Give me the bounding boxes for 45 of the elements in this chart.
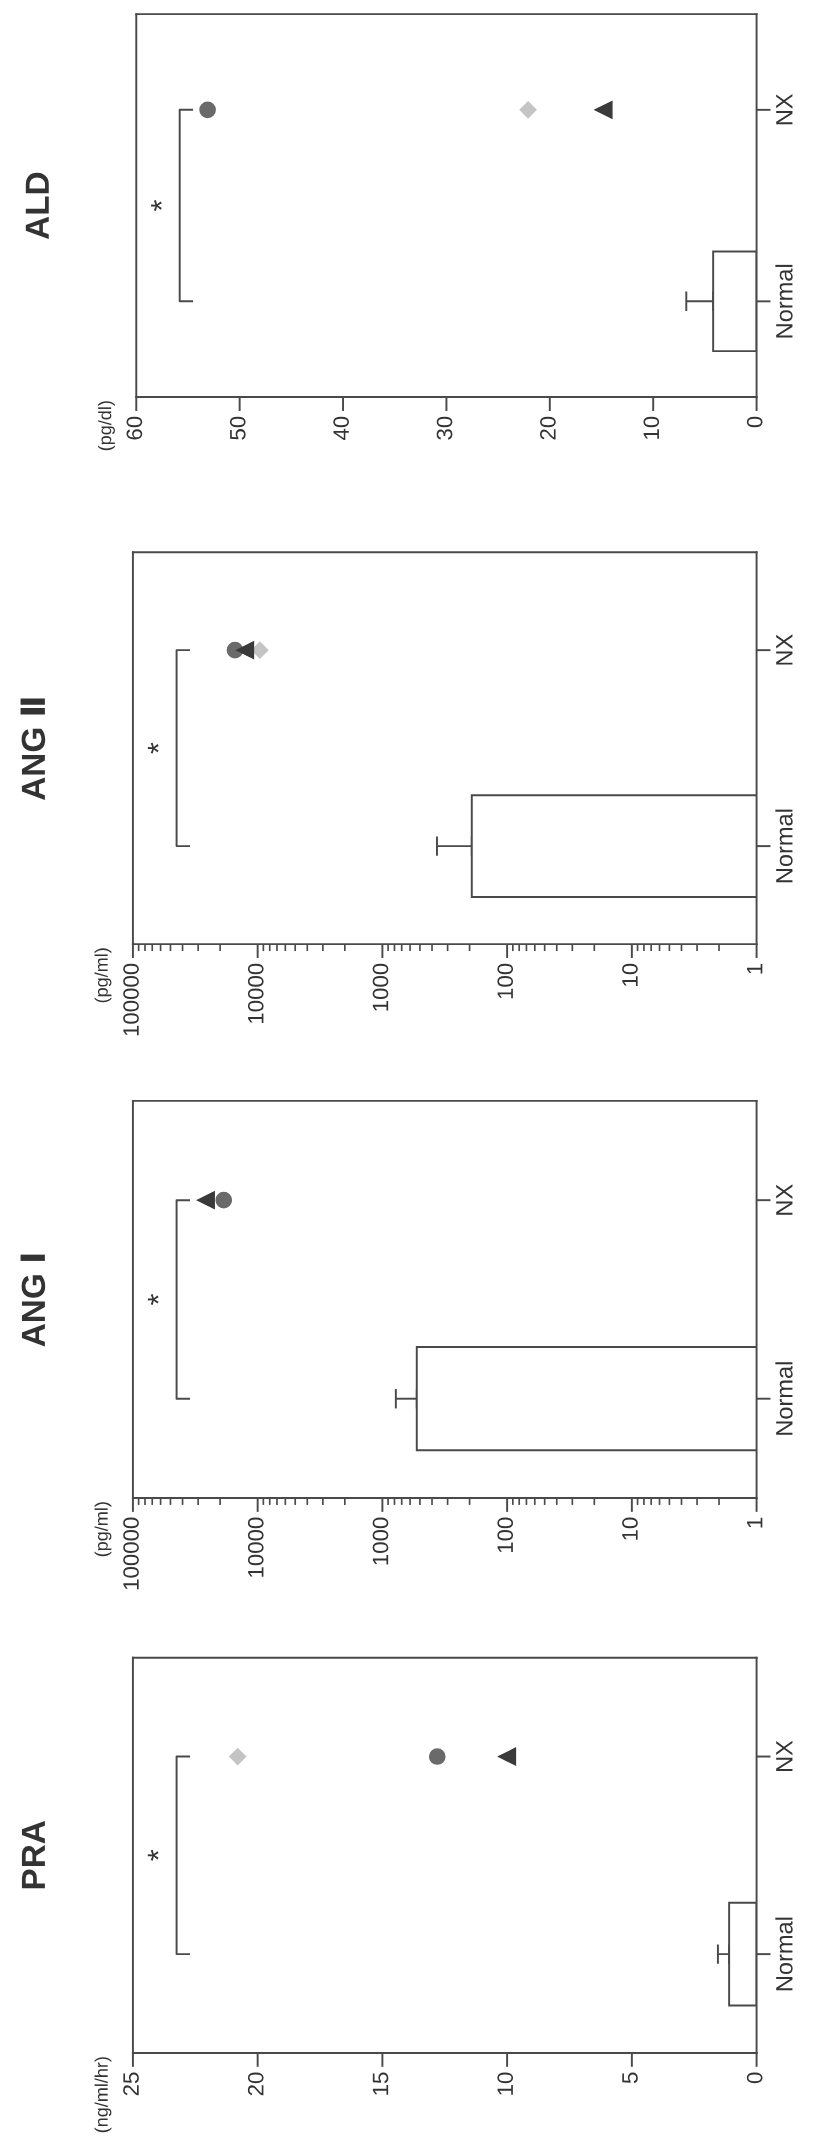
x-tick-label: 50: [229, 416, 246, 440]
x-tick-label: 10: [643, 416, 660, 439]
x-tick-label: 20: [540, 416, 556, 440]
x-tick-label: 100: [497, 1517, 514, 1553]
x-tick-label: 20: [247, 2072, 264, 2096]
text: (pg/ml): [94, 948, 112, 1003]
x-tick-label: 1000: [372, 1517, 389, 1565]
x-tick-label: 40: [333, 416, 349, 441]
x-tick-label: 5: [622, 2072, 638, 2084]
x-tick-label: 0: [746, 416, 763, 428]
text: ANG Ⅰ: [20, 1254, 46, 1347]
x-tick-label: 1000: [372, 963, 389, 1011]
x-tick-label: 15: [372, 2072, 389, 2095]
x-tick-label: 60: [126, 416, 143, 440]
y-tick-label: Normal: [775, 1917, 793, 1991]
x-tick-label: 0: [746, 2072, 763, 2084]
y-tick-label: Normal: [775, 264, 793, 338]
y-tick-label: NX: [776, 93, 793, 125]
x-tick-label: 100: [497, 963, 514, 999]
y-tick-label: Normal: [775, 809, 793, 883]
x-tick-label: 1: [747, 963, 763, 974]
x-tick-label: 10: [622, 963, 638, 986]
x-tick-label: 10000: [247, 1517, 264, 1577]
text: ALD: [25, 172, 49, 240]
text: (pg/dl): [98, 401, 115, 451]
x-tick-label: 1: [747, 1517, 763, 1528]
x-tick-label: 25: [123, 2072, 139, 2096]
y-tick-label: NX: [776, 634, 793, 665]
x-tick-label: 10: [497, 2072, 514, 2095]
x-tick-label: 10: [622, 1517, 638, 1540]
text: PRA: [21, 1821, 45, 1889]
annotation: *: [147, 742, 159, 754]
text: (pg/ml): [94, 1502, 112, 1557]
x-tick-label: 10000: [247, 963, 264, 1023]
x-tick-label: 30: [436, 416, 453, 440]
x-tick-label: 100000: [123, 963, 139, 1036]
text: (ng/ml/hr): [94, 2057, 112, 2133]
annotation: *: [147, 1849, 159, 1861]
y-tick-label: Normal: [775, 1362, 793, 1435]
y-tick-label: NX: [776, 1184, 793, 1215]
text: ANG Ⅱ: [20, 698, 46, 800]
x-tick-label: 100000: [123, 1517, 139, 1590]
annotation: *: [147, 1293, 159, 1305]
y-tick-label: NX: [776, 1740, 793, 1771]
annotation: *: [151, 200, 162, 212]
